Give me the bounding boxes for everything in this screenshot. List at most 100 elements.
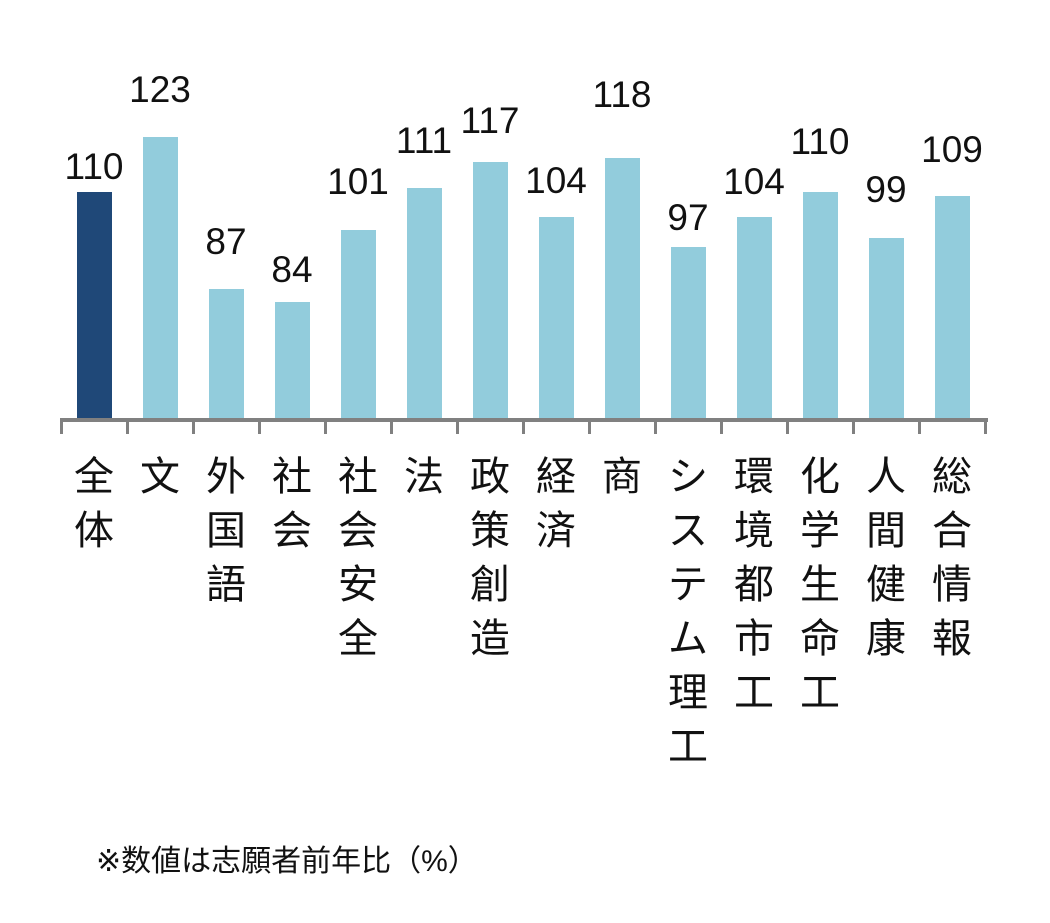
category-label-0: 全体 [71,450,117,558]
category-label-char: 境 [734,509,774,553]
bar-value-label-6: 117 [460,100,520,141]
category-label-char: 語 [206,563,246,607]
category-label-char: 工 [734,671,774,715]
category-label-char: 情 [932,563,972,607]
category-label-char: 創 [470,563,510,607]
category-label-2: 外国語 [203,450,249,612]
category-label-char: 康 [866,617,906,661]
category-label-char: ム [668,617,708,661]
bar-3 [274,302,310,420]
category-label-char: 経 [536,455,576,499]
category-label-char: 市 [734,617,774,661]
category-label-char: シ [668,455,708,499]
category-label-char: 全 [338,617,378,661]
category-label-char: 済 [536,509,576,553]
bar-8 [604,158,640,420]
category-label-char: 間 [866,509,906,553]
category-label-char: 会 [338,509,378,553]
x-axis-tick-1 [126,418,129,434]
category-label-3: 社会 [269,450,315,558]
category-label-char: 理 [668,671,708,715]
category-label-char: 報 [932,617,972,661]
bar-value-label-7: 104 [525,160,587,201]
category-label-char: 命 [800,617,840,661]
x-axis-tick-10 [720,418,723,434]
bar-value-label-5: 111 [395,120,453,161]
bar-12 [868,238,904,420]
category-label-char: 文 [140,455,180,499]
bar-value-label-1: 123 [129,69,191,110]
category-label-char: ス [668,509,708,553]
bar-value-label-9: 97 [667,197,709,238]
bar-11 [802,192,838,420]
category-label-char: 体 [74,509,114,553]
bar-4 [340,230,376,420]
x-axis-tick-5 [390,418,393,434]
bar-value-label-4: 101 [327,161,389,202]
bar-6 [472,162,508,420]
bar-value-label-12: 99 [865,169,907,210]
category-label-char: 安 [338,563,378,607]
category-label-10: 環境都市工 [731,450,777,720]
bar-0 [76,192,112,420]
category-label-char: 政 [470,455,510,499]
bar-value-label-3: 84 [271,249,313,290]
category-label-char: 工 [668,725,708,769]
x-axis-tick-0 [60,418,63,434]
category-label-char: 健 [866,563,906,607]
x-axis-tick-3 [258,418,261,434]
bar-5 [406,188,442,420]
category-label-7: 経済 [533,450,579,558]
category-label-char: 総 [932,455,972,499]
category-label-char: 学 [800,509,840,553]
bar-value-label-13: 109 [921,129,983,170]
bar-value-label-8: 118 [592,74,652,115]
bar-1 [142,137,178,420]
chart-footnote: ※数値は志願者前年比（%） [96,845,478,878]
category-label-char: 会 [272,509,312,553]
bar-value-label-11: 110 [790,121,850,162]
category-label-char: 化 [800,455,840,499]
category-label-char: 人 [866,455,906,499]
x-axis-tick-13 [918,418,921,434]
category-label-char: 環 [734,455,774,499]
category-label-char: 生 [800,563,840,607]
category-label-char: 商 [602,455,642,499]
x-axis-tick-4 [324,418,327,434]
category-label-11: 化学生命工 [797,450,843,720]
bar-value-label-2: 87 [205,221,247,262]
category-label-char: 法 [404,455,444,499]
bar-9 [670,247,706,420]
x-axis-tick-12 [852,418,855,434]
x-axis-tick-14 [984,418,987,434]
category-label-5: 法 [401,450,447,504]
bar-2 [208,289,244,420]
category-label-char: 全 [74,455,114,499]
category-label-char: 都 [734,563,774,607]
category-label-char: 合 [932,509,972,553]
category-label-4: 社会安全 [335,450,381,666]
category-label-char: 工 [800,671,840,715]
x-axis-tick-7 [522,418,525,434]
bar-value-label-10: 104 [723,161,785,202]
category-label-8: 商 [599,450,645,504]
bar-10 [736,217,772,420]
category-label-9: システム理工 [665,450,711,774]
bar-value-label-0: 110 [64,146,124,187]
category-label-char: 社 [338,455,378,499]
x-axis-tick-6 [456,418,459,434]
x-axis-tick-8 [588,418,591,434]
bar-7 [538,217,574,420]
category-label-6: 政策創造 [467,450,513,666]
category-label-char: 社 [272,455,312,499]
category-label-char: 策 [470,509,510,553]
category-label-13: 総合情報 [929,450,975,666]
category-label-char: テ [668,563,708,607]
category-label-1: 文 [137,450,183,504]
category-label-char: 造 [470,617,510,661]
x-axis-tick-9 [654,418,657,434]
x-axis-tick-2 [192,418,195,434]
category-label-char: 国 [206,509,246,553]
x-axis-tick-11 [786,418,789,434]
